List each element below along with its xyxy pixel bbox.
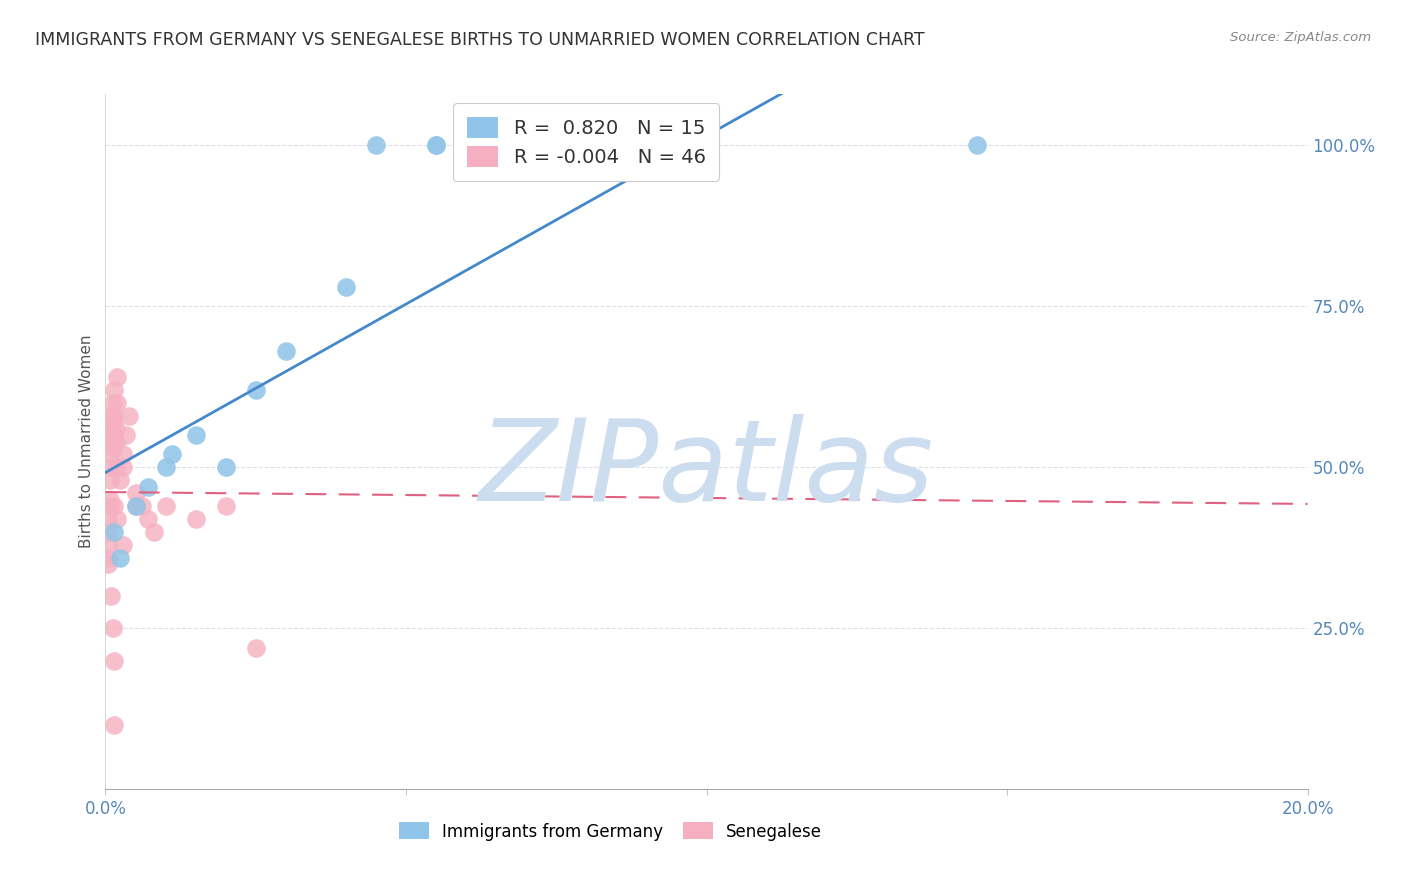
Point	[124, 499, 146, 513]
Text: Source: ZipAtlas.com: Source: ZipAtlas.com	[1230, 31, 1371, 45]
Point	[245, 640, 267, 655]
Point	[214, 460, 236, 475]
Point	[364, 138, 387, 153]
Text: IMMIGRANTS FROM GERMANY VS SENEGALESE BIRTHS TO UNMARRIED WOMEN CORRELATION CHAR: IMMIGRANTS FROM GERMANY VS SENEGALESE BI…	[35, 31, 925, 49]
Point	[124, 486, 146, 500]
Point	[112, 538, 135, 552]
Point	[98, 428, 121, 442]
Point	[103, 524, 125, 539]
Point	[105, 422, 128, 436]
Point	[274, 344, 297, 359]
Point	[103, 383, 125, 397]
Point	[101, 621, 124, 635]
Point	[97, 512, 120, 526]
Point	[124, 499, 146, 513]
Point	[214, 499, 236, 513]
Point	[100, 434, 122, 449]
Point	[101, 396, 124, 410]
Point	[184, 428, 207, 442]
Legend: Immigrants from Germany, Senegalese: Immigrants from Germany, Senegalese	[392, 815, 830, 847]
Point	[136, 512, 159, 526]
Point	[98, 460, 121, 475]
Point	[101, 428, 124, 442]
Point	[155, 499, 177, 513]
Point	[100, 589, 122, 603]
Point	[100, 409, 122, 423]
Text: ZIPatlas: ZIPatlas	[479, 414, 934, 524]
Point	[100, 422, 122, 436]
Point	[131, 499, 153, 513]
Point	[105, 434, 128, 449]
Point	[136, 480, 159, 494]
Point	[98, 492, 121, 507]
Point	[103, 718, 125, 732]
Point	[98, 447, 121, 461]
Y-axis label: Births to Unmarried Women: Births to Unmarried Women	[79, 334, 94, 549]
Point	[98, 473, 121, 487]
Point	[425, 138, 447, 153]
Point	[245, 383, 267, 397]
Point	[118, 409, 141, 423]
Point	[966, 138, 988, 153]
Point	[103, 499, 125, 513]
Point	[335, 280, 357, 294]
Point	[101, 415, 124, 429]
Point	[107, 370, 129, 384]
Point	[184, 512, 207, 526]
Point	[160, 447, 183, 461]
Point	[101, 441, 124, 455]
Point	[110, 550, 132, 565]
Point	[112, 447, 135, 461]
Point	[112, 460, 135, 475]
Point	[110, 473, 132, 487]
Point	[97, 557, 120, 571]
Point	[97, 524, 120, 539]
Point	[103, 409, 125, 423]
Point	[107, 396, 129, 410]
Point	[107, 512, 129, 526]
Point	[98, 499, 121, 513]
Point	[105, 460, 128, 475]
Point	[103, 654, 125, 668]
Point	[155, 460, 177, 475]
Point	[115, 428, 138, 442]
Point	[97, 550, 120, 565]
Point	[97, 538, 120, 552]
Point	[425, 138, 447, 153]
Point	[142, 524, 165, 539]
